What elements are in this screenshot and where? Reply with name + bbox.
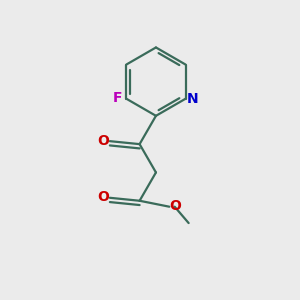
Text: O: O xyxy=(98,134,109,148)
Text: F: F xyxy=(113,91,122,105)
Text: O: O xyxy=(98,190,109,204)
Text: O: O xyxy=(169,199,181,213)
Text: N: N xyxy=(186,92,198,106)
